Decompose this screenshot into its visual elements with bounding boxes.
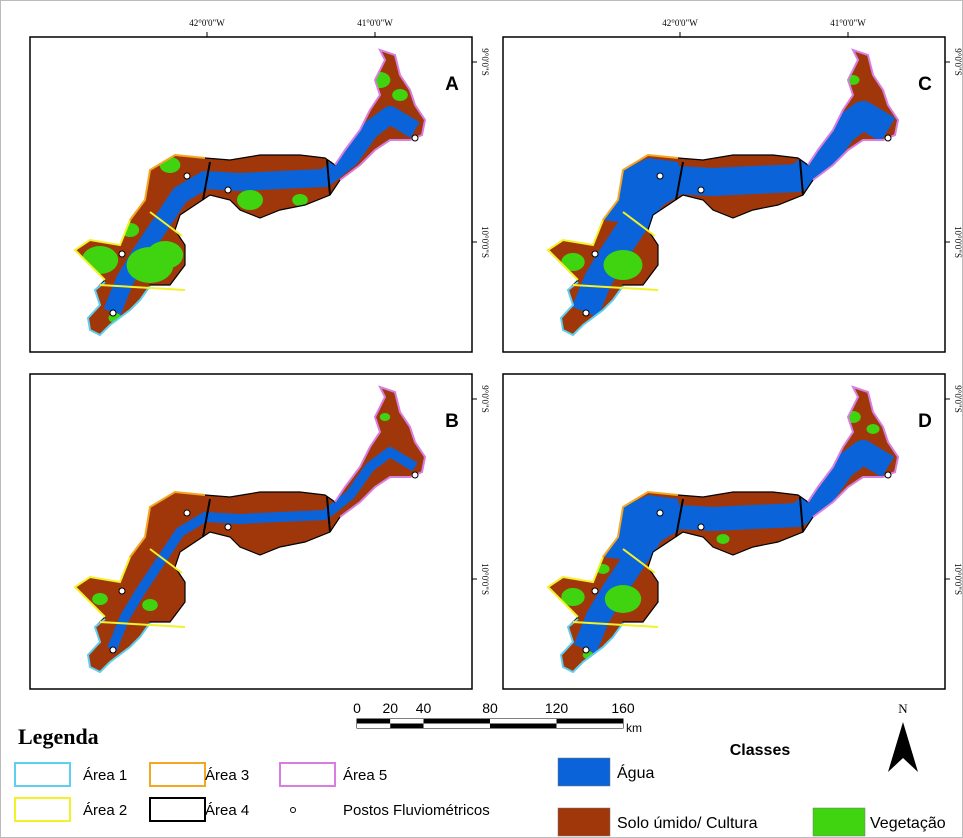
scale-segment (357, 724, 390, 729)
panel-label: B (445, 411, 459, 432)
legend-title: Legenda (18, 724, 99, 749)
vegetation-patch (605, 585, 641, 613)
gauge-station (698, 524, 704, 530)
scale-label: 120 (545, 700, 569, 716)
gauge-station (412, 472, 418, 478)
gauge-station (657, 173, 663, 179)
latitude-label: 10°0'0"S (953, 226, 963, 258)
longitude-label: 42°0'0"W (662, 18, 698, 28)
class-swatch (558, 758, 610, 786)
scale-segment (390, 724, 423, 729)
figure: A 42°0'0"W 41°0'0"W 9°0'0"S 10°0'0"S C 42°0'0"… (0, 0, 963, 838)
north-label: N (898, 701, 908, 716)
scale-label: 40 (416, 700, 432, 716)
panel-label: C (918, 74, 932, 95)
latitude-label: 10°0'0"S (480, 226, 490, 258)
vegetation-patch (717, 534, 730, 544)
latitude-label: 10°0'0"S (480, 563, 490, 595)
scale-label: 160 (611, 700, 635, 716)
vegetation-patch (392, 89, 408, 101)
scale-label: 20 (382, 700, 398, 716)
gauge-station (110, 310, 116, 316)
area-swatch (150, 798, 205, 821)
map-panel: C 42°0'0"W 41°0'0"W 9°0'0"S 10°0'0"S (503, 18, 963, 352)
area-label: Área 4 (205, 802, 249, 819)
area-swatch (280, 763, 335, 786)
gauge-station (412, 135, 418, 141)
gauge-station (184, 510, 190, 516)
longitude-label: 42°0'0"W (189, 18, 225, 28)
class-swatch (558, 808, 610, 836)
panel-label: A (445, 74, 459, 95)
vegetation-patch (92, 593, 108, 605)
gauge-station (225, 187, 231, 193)
area-label: Área 3 (205, 767, 249, 784)
area-swatch (15, 763, 70, 786)
panel-label: D (918, 411, 932, 432)
scale-segment (557, 719, 624, 724)
gauge-station (592, 251, 598, 257)
gauge-station (885, 135, 891, 141)
map-panel: A 42°0'0"W 41°0'0"W 9°0'0"S 10°0'0"S (30, 18, 490, 352)
vegetation-patch (142, 599, 158, 611)
gauge-station (119, 251, 125, 257)
area-swatch (150, 763, 205, 786)
gauge-station (583, 310, 589, 316)
latitude-label: 9°0'0"S (953, 385, 963, 412)
gauge-station (657, 510, 663, 516)
gauge-station (184, 173, 190, 179)
station-symbol (291, 808, 296, 813)
map-panel: B 9°0'0"S 10°0'0"S (30, 374, 490, 689)
class-label: Água (617, 763, 654, 782)
gauge-station (119, 588, 125, 594)
scale-segment (390, 719, 423, 724)
latitude-label: 9°0'0"S (480, 385, 490, 412)
vegetation-patch (604, 250, 643, 280)
latitude-label: 10°0'0"S (953, 563, 963, 595)
gauge-station (110, 647, 116, 653)
gauge-station (225, 524, 231, 530)
area-swatch (15, 798, 70, 821)
area-label: Área 2 (83, 802, 127, 819)
station-label: Postos Fluviométricos (343, 802, 490, 819)
vegetation-patch (237, 190, 263, 210)
gauge-station (592, 588, 598, 594)
map-panel: D 9°0'0"S 10°0'0"S (503, 374, 963, 689)
latitude-label: 9°0'0"S (953, 48, 963, 75)
area-label: Área 5 (343, 767, 387, 784)
class-label: Vegetação (870, 815, 946, 832)
class-label: Solo úmido/ Cultura (617, 815, 758, 832)
vegetation-patch (147, 241, 183, 269)
area-label: Área 1 (83, 767, 127, 784)
scale-label: 0 (353, 700, 361, 716)
gauge-station (698, 187, 704, 193)
longitude-label: 41°0'0"W (357, 18, 393, 28)
scale-segment (557, 724, 624, 729)
scale-segment (357, 719, 390, 724)
vegetation-patch (380, 413, 390, 421)
gauge-station (583, 647, 589, 653)
latitude-label: 9°0'0"S (480, 48, 490, 75)
scale-unit: km (626, 721, 642, 735)
longitude-label: 41°0'0"W (830, 18, 866, 28)
scale-segment (490, 724, 557, 729)
scale-label: 80 (482, 700, 498, 716)
scale-segment (490, 719, 557, 724)
classes-title: Classes (730, 742, 791, 759)
gauge-station (885, 472, 891, 478)
scale-segment (424, 719, 491, 724)
class-swatch (813, 808, 865, 836)
vegetation-patch (867, 424, 880, 434)
scale-segment (424, 724, 491, 729)
